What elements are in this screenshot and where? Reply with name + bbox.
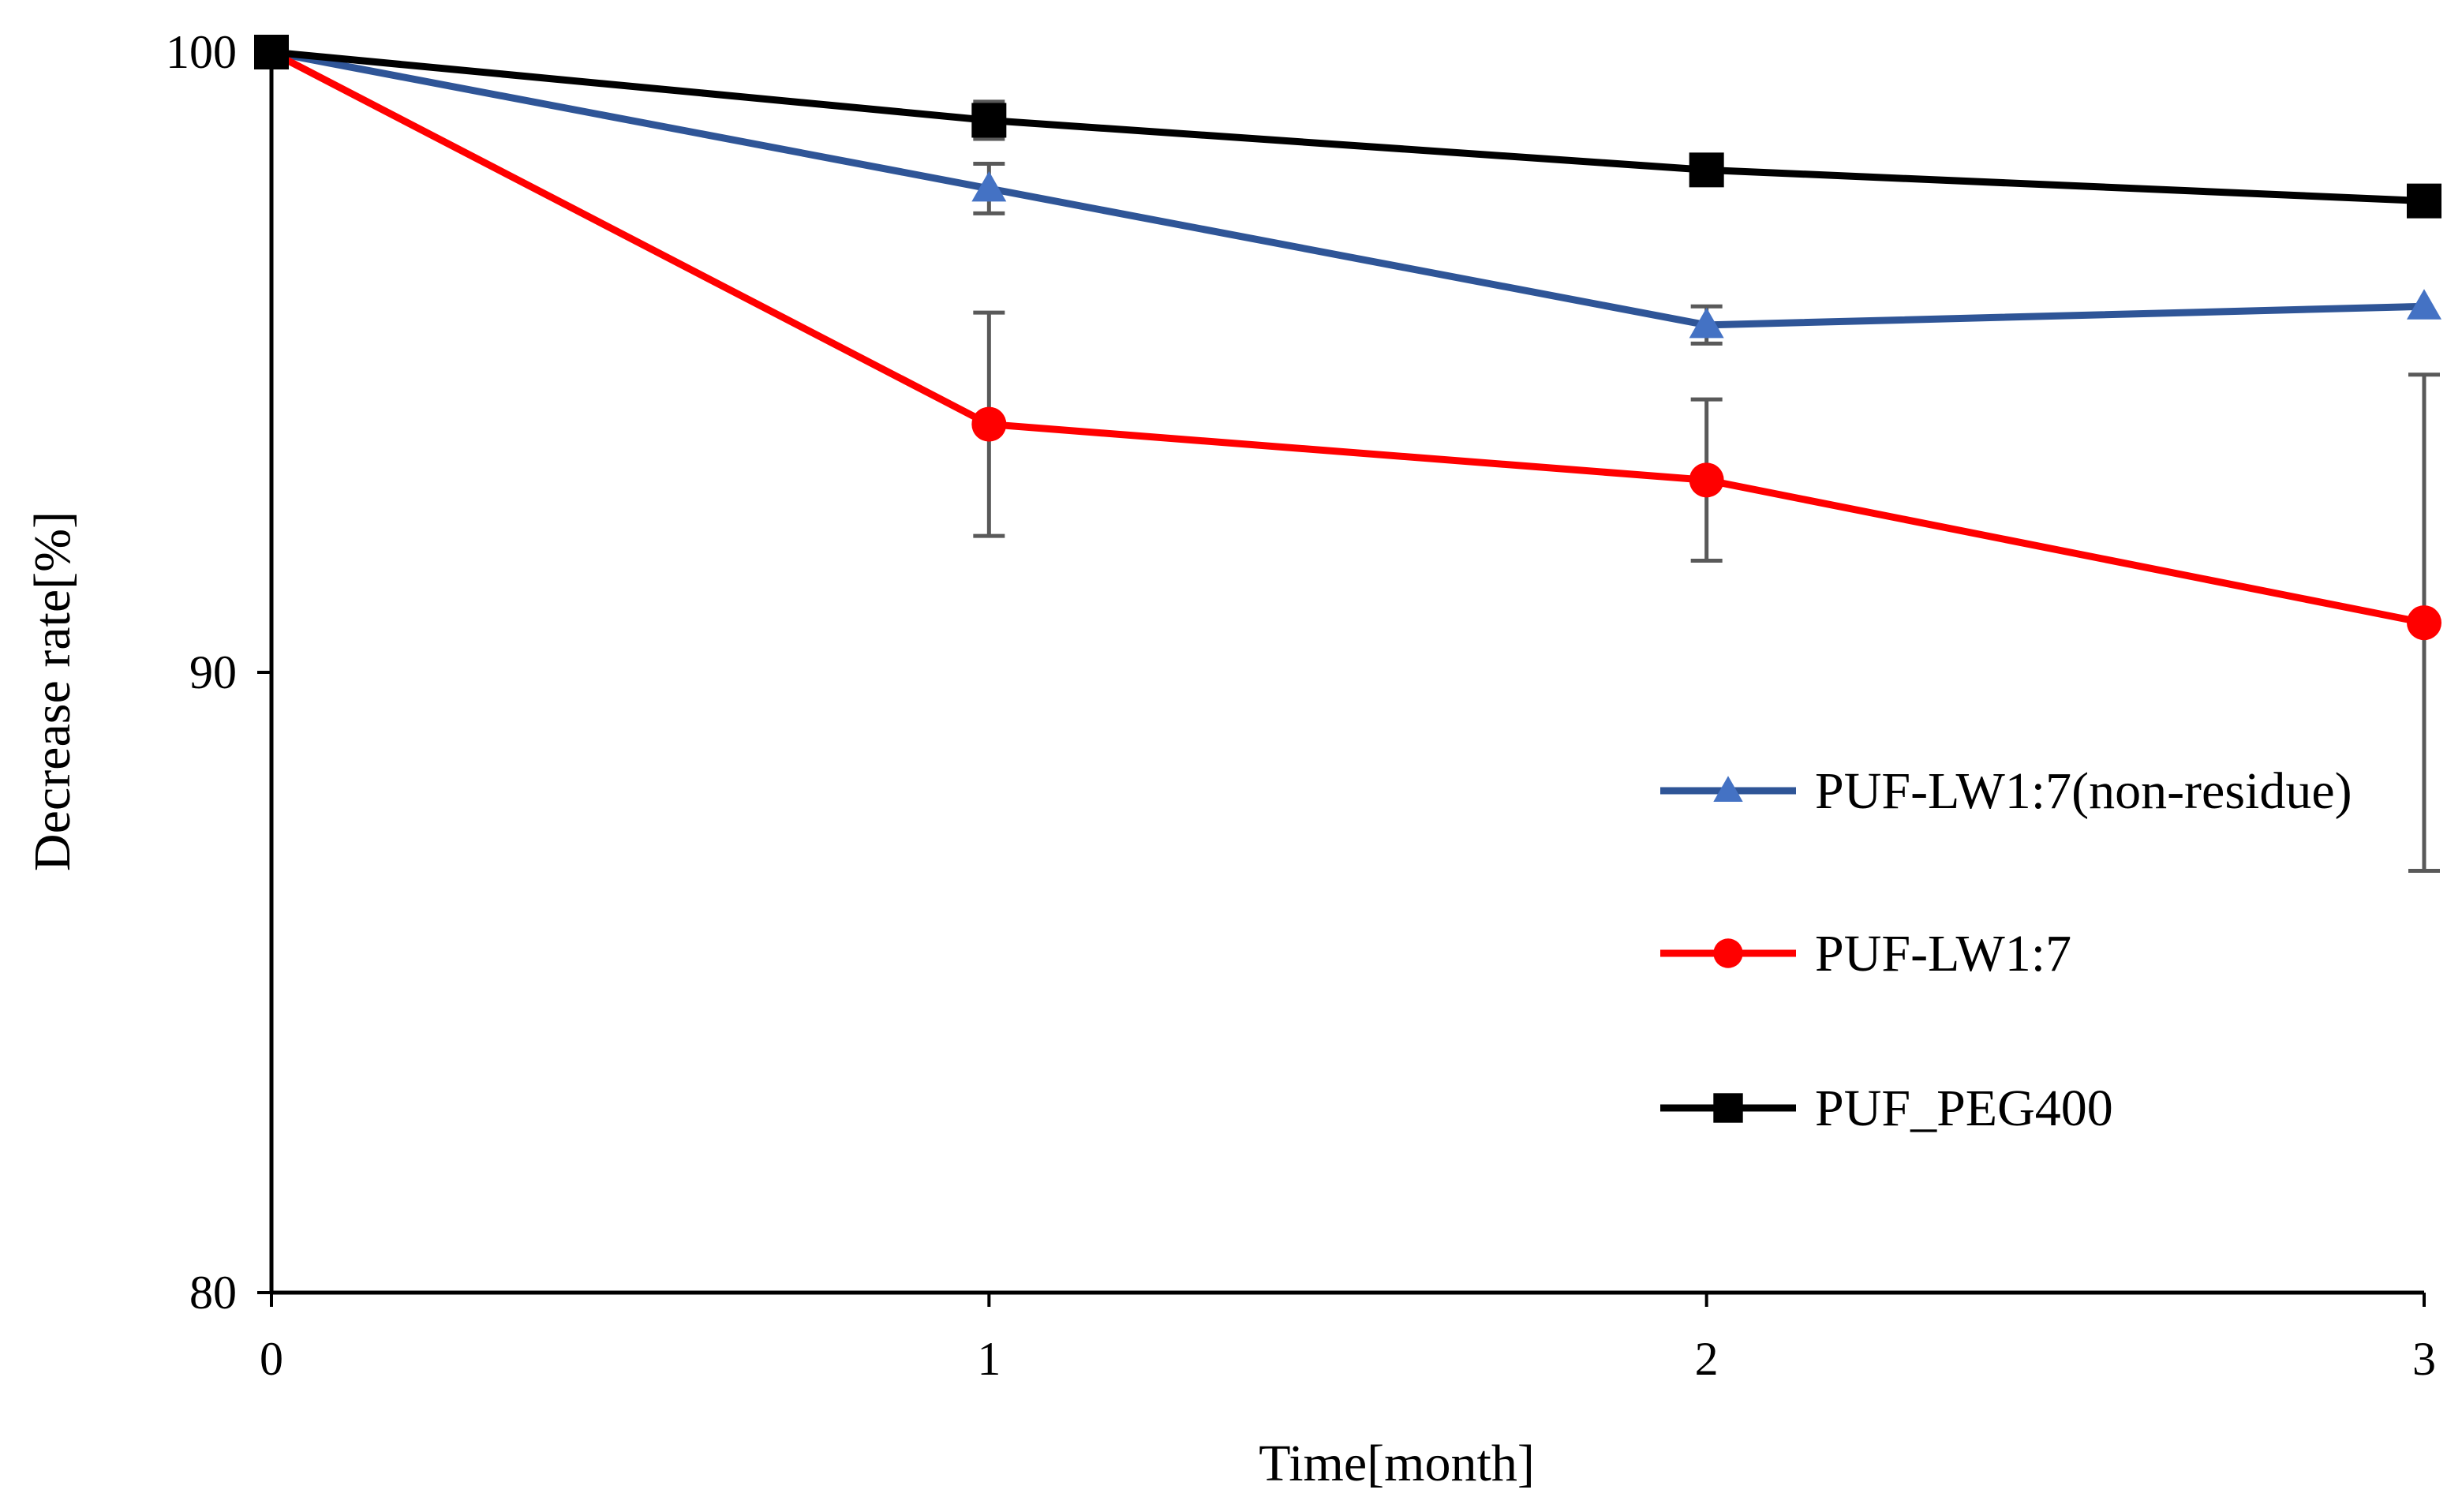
circle-marker bbox=[1713, 938, 1743, 968]
legend-label-2: PUF-LW1:7 bbox=[1815, 925, 2071, 982]
square-marker bbox=[2407, 183, 2441, 219]
x-tick-label: 0 bbox=[260, 1333, 283, 1385]
series-line-2 bbox=[269, 49, 2425, 627]
circle-marker bbox=[971, 406, 1007, 442]
triangle-marker bbox=[1689, 307, 1724, 339]
square-marker bbox=[1713, 1093, 1743, 1123]
tick-labels: 80 90 100 0 1 2 3 bbox=[166, 26, 2436, 1385]
y-tick-label: 80 bbox=[189, 1267, 237, 1319]
circle-marker bbox=[2407, 605, 2441, 641]
triangle-marker bbox=[2407, 289, 2441, 320]
series-line-3 bbox=[271, 48, 2425, 205]
x-axis-title: Time[month] bbox=[1259, 1435, 1535, 1492]
series-line-1 bbox=[271, 48, 2425, 329]
y-tick-label: 90 bbox=[189, 646, 237, 698]
legend-label-1: PUF-LW1:7(non-residue) bbox=[1815, 762, 2352, 820]
legend: PUF-LW1:7(non-residue) PUF-LW1:7 PUF_PEG40… bbox=[1660, 762, 2352, 1137]
legend-label-3: PUF_PEG400 bbox=[1815, 1080, 2113, 1137]
circle-marker bbox=[1689, 462, 1724, 498]
square-marker bbox=[254, 35, 289, 69]
series-markers bbox=[254, 35, 2441, 641]
triangle-marker bbox=[971, 170, 1007, 202]
y-tick-label: 100 bbox=[166, 26, 237, 78]
square-marker bbox=[971, 103, 1007, 138]
x-tick-label: 3 bbox=[2412, 1333, 2436, 1385]
x-tick-label: 2 bbox=[1695, 1333, 1719, 1385]
square-marker bbox=[1689, 152, 1724, 188]
triangle-marker bbox=[1713, 776, 1743, 803]
y-axis-title: Decrease rate[%] bbox=[24, 511, 81, 871]
x-tick-label: 1 bbox=[977, 1333, 1001, 1385]
series-lines bbox=[269, 48, 2425, 627]
